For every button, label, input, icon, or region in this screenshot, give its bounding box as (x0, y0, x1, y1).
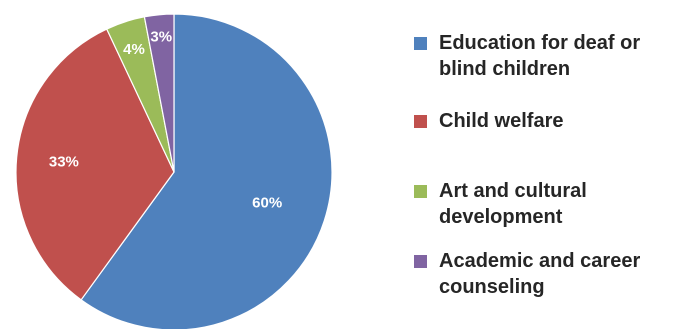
pie-slices (15, 13, 333, 329)
legend-swatch-2 (414, 185, 427, 198)
legend-swatch-0 (414, 37, 427, 50)
pie-slice-1 (15, 28, 175, 301)
pie-slice-0 (80, 13, 333, 329)
pie-data-label-3: 3% (150, 29, 172, 46)
pie-data-labels: 60% 33% 4% 3% (49, 29, 282, 212)
legend-swatch-1 (414, 115, 427, 128)
legend-swatch-3 (414, 255, 427, 268)
legend-label-2: Art and cultural development (439, 180, 587, 228)
legend-label-0: Education for deaf or blind children (439, 32, 641, 80)
legend-label-1: Child welfare (439, 110, 564, 132)
pie-data-label-1: 33% (49, 154, 79, 171)
pie-slice-3 (143, 13, 175, 173)
pie-data-label-0: 60% (252, 194, 282, 211)
pie-data-label-2: 4% (123, 41, 145, 58)
legend-label-3: Academic and career counseling (439, 250, 641, 298)
